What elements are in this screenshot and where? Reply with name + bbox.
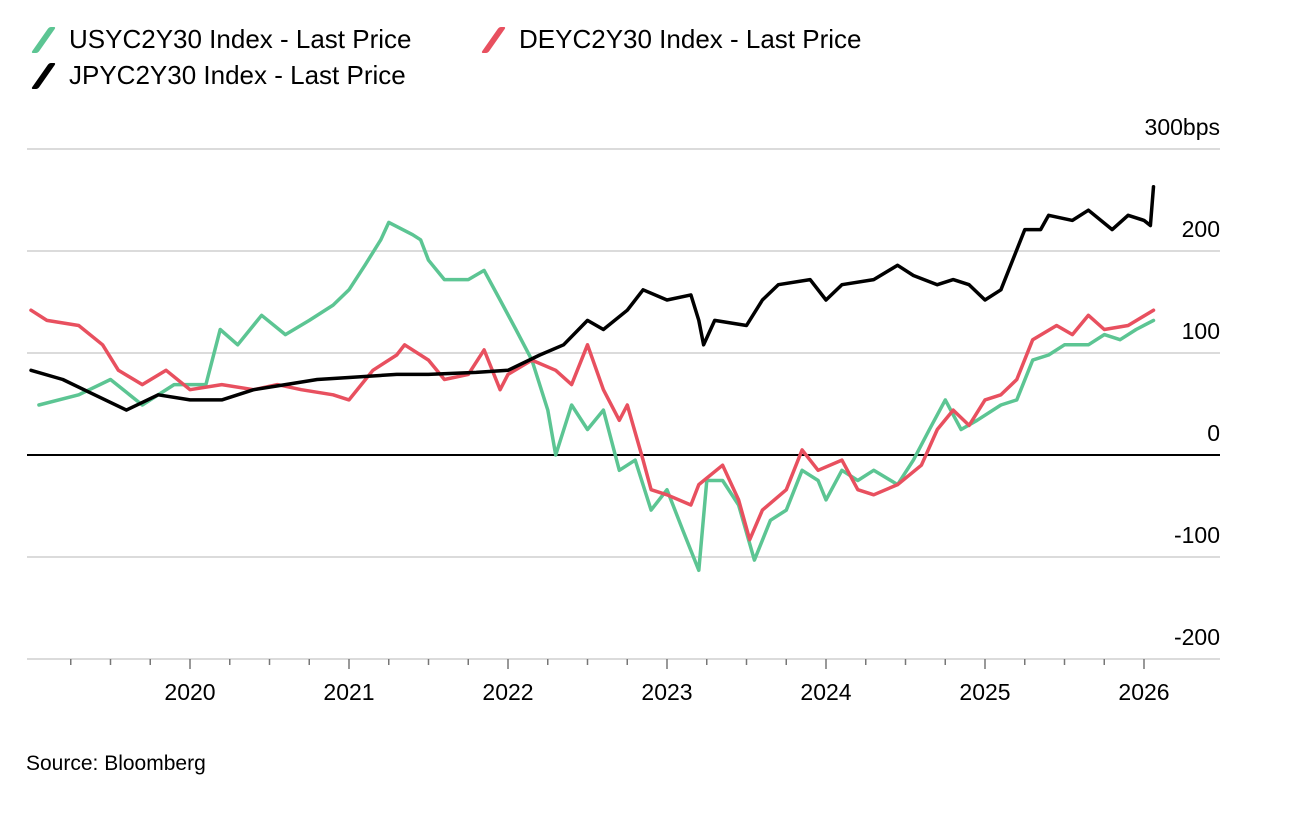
y-tick-label: -200 xyxy=(1174,624,1220,650)
x-tick-label: 2023 xyxy=(641,679,692,705)
x-tick-label: 2021 xyxy=(323,679,374,705)
jp-series-line xyxy=(29,184,1156,412)
source-note: Source: Bloomberg xyxy=(26,752,206,775)
us-series-line xyxy=(37,220,1156,573)
legend-item-jp: JPYC2Y30 Index - Last Price xyxy=(28,60,406,91)
y-tick-label: 0 xyxy=(1207,420,1220,446)
x-tick-label: 2026 xyxy=(1118,679,1169,705)
legend-label-jp: JPYC2Y30 Index - Last Price xyxy=(69,60,406,90)
x-tick-label: 2024 xyxy=(800,679,851,705)
y-tick-label: 100 xyxy=(1182,318,1220,344)
legend-item-us: USYC2Y30 Index - Last Price xyxy=(28,24,412,55)
x-tick-label: 2022 xyxy=(482,679,533,705)
y-tick-label: 200 xyxy=(1182,216,1220,242)
x-tick-label: 2025 xyxy=(959,679,1010,705)
y-tick-label: -100 xyxy=(1174,522,1220,548)
legend-item-de: DEYC2Y30 Index - Last Price xyxy=(478,24,862,55)
legend-label-de: DEYC2Y30 Index - Last Price xyxy=(519,24,862,54)
x-tick-label: 2020 xyxy=(164,679,215,705)
y-tick-label: 300bps xyxy=(1145,114,1220,140)
legend-label-us: USYC2Y30 Index - Last Price xyxy=(69,24,412,54)
